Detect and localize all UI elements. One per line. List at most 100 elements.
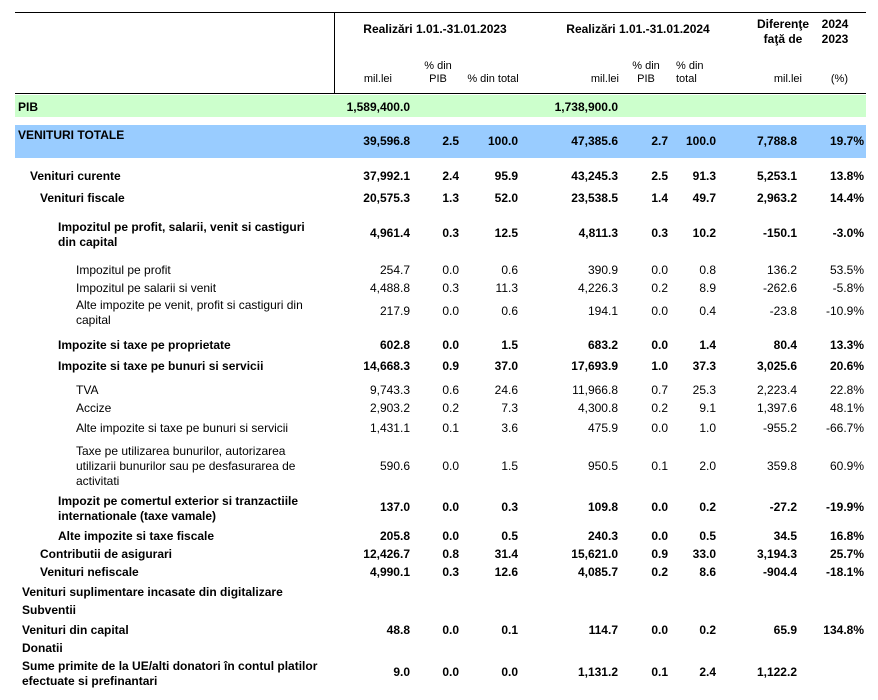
- table-row: Impozite si taxe pe bunuri si servicii 14…: [0, 356, 878, 376]
- cell-total-2024: 37.3: [692, 358, 716, 373]
- cell-diff-value: 34.5: [773, 528, 797, 543]
- cell-total-2023: 12.6: [494, 564, 518, 579]
- cell-total-2023: 3.6: [501, 420, 518, 435]
- row-label: Venituri fiscale: [40, 190, 125, 205]
- column-divider-left: [334, 12, 335, 94]
- cell-value-2024: 114.7: [588, 622, 618, 637]
- row-label: Taxe pe utilizarea bunurilor, autorizare…: [76, 444, 296, 488]
- cell-pib-2024: 0.0: [651, 304, 668, 318]
- cell-diff-percent: -18.1%: [825, 564, 864, 579]
- cell-total-2024: 2.0: [699, 459, 716, 473]
- cell-diff-value: 1,122.2: [756, 665, 797, 679]
- cell-total-2024: 49.7: [692, 190, 716, 205]
- cell-diff-percent: -3.0%: [832, 226, 864, 240]
- cell-total-2024: 1.4: [699, 337, 716, 352]
- cell-pib-2024: 0.3: [651, 226, 668, 240]
- cell-total-2024: 9.1: [699, 400, 716, 415]
- cell-diff-value: 136.2: [766, 262, 797, 277]
- cell-total-2024: 100.0: [685, 134, 716, 148]
- table-row: Accize 2,903.2 0.2 7.3 4,300.8 0.2 9.1 1,397.6 4…: [0, 398, 878, 418]
- cell-pib-2024: 0.0: [651, 500, 668, 514]
- cell-diff-percent: -5.8%: [832, 280, 864, 295]
- total-highlight: [15, 125, 866, 158]
- cell-pib-2023: 0.8: [442, 546, 459, 561]
- cell-value-2023: 20,575.3: [363, 190, 410, 205]
- table-row: Donatii: [0, 638, 878, 658]
- cell-value-2023: 590.6: [379, 459, 410, 473]
- cell-pib-2024: 0.2: [651, 564, 668, 579]
- cell-value-2024: 4,811.3: [578, 226, 618, 240]
- cell-total-2024: 0.5: [699, 528, 716, 543]
- cell-value-2023: 1,589,400.0: [346, 99, 410, 114]
- cell-value-2023: 137.0: [379, 500, 410, 514]
- table-row: Venituri din capital 48.8 0.0 0.1 114.7 0.0 0.…: [0, 620, 878, 640]
- row-label: PIB: [18, 99, 39, 114]
- cell-pib-2024: 0.1: [651, 459, 668, 473]
- cell-diff-value: 3,194.3: [756, 546, 797, 561]
- cell-pib-2024: 0.0: [651, 262, 668, 277]
- cell-total-2023: 12.5: [494, 226, 518, 240]
- cell-total-2024: 2.4: [699, 665, 716, 679]
- cell-pib-2024: 2.5: [651, 168, 668, 183]
- subheader-total-2023: % din total: [467, 73, 519, 85]
- cell-value-2024: 475.9: [587, 420, 618, 435]
- cell-pib-2023: 2.5: [442, 134, 459, 148]
- cell-pib-2024: 2.7: [651, 134, 668, 148]
- cell-diff-percent: 22.8%: [829, 382, 864, 397]
- cell-total-2023: 0.0: [501, 665, 518, 679]
- table-row: VENITURI TOTALE 39,596.8 2.5 100.0 47,385.6 2…: [0, 126, 878, 158]
- row-label: Contributii de asigurari: [40, 546, 173, 561]
- cell-value-2024: 109.8: [587, 500, 618, 514]
- cell-value-2023: 9,743.3: [369, 382, 410, 397]
- cell-diff-value: 65.9: [773, 622, 797, 637]
- row-label: Subventii: [22, 602, 77, 617]
- table-row: PIB 1,589,400.0 1,738,900.0: [0, 97, 878, 117]
- row-label: Accize: [76, 400, 112, 415]
- row-label: Impozite si taxe pe proprietate: [58, 337, 231, 352]
- cell-diff-value: 1,397.6: [756, 400, 797, 415]
- row-label: Impozit pe comertul exterior si tranzact…: [58, 494, 299, 523]
- cell-value-2024: 4,300.8: [577, 400, 618, 415]
- cell-total-2023: 31.4: [494, 546, 518, 561]
- cell-pib-2024: 0.2: [651, 280, 668, 295]
- cell-total-2024: 0.2: [699, 500, 716, 514]
- cell-pib-2023: 0.9: [442, 358, 459, 373]
- cell-pib-2023: 0.3: [442, 226, 459, 240]
- table-row: Sume primite de la UE/alti donatori în c…: [0, 657, 878, 691]
- header-years: 2024 2023: [821, 17, 849, 46]
- row-label: Sume primite de la UE/alti donatori în c…: [22, 659, 318, 688]
- cell-diff-value: 2,223.4: [756, 382, 797, 397]
- cell-pib-2023: 0.3: [442, 280, 459, 295]
- cell-total-2023: 100.0: [487, 134, 518, 148]
- cell-pib-2024: 1.0: [651, 358, 668, 373]
- cell-diff-percent: 13.3%: [829, 337, 864, 352]
- header-realizari-2024: Realizări 1.01.-31.01.2024: [566, 22, 710, 36]
- cell-total-2024: 0.4: [699, 304, 716, 318]
- cell-diff-percent: 25.7%: [829, 546, 864, 561]
- cell-value-2023: 217.9: [379, 304, 410, 318]
- cell-value-2023: 205.8: [379, 528, 410, 543]
- cell-value-2024: 11,966.8: [572, 382, 618, 397]
- cell-pib-2023: 0.0: [442, 622, 459, 637]
- table-row: Venituri nefiscale 4,990.1 0.3 12.6 4,085.7 0…: [0, 562, 878, 582]
- cell-value-2024: 4,226.3: [577, 280, 618, 295]
- cell-pib-2023: 0.1: [442, 420, 459, 435]
- cell-pib-2024: 0.9: [651, 546, 668, 561]
- cell-value-2023: 37,992.1: [363, 168, 410, 183]
- cell-pib-2023: 0.0: [442, 665, 459, 679]
- cell-value-2024: 950.5: [587, 459, 618, 473]
- cell-value-2023: 48.8: [386, 622, 410, 637]
- cell-pib-2023: 2.4: [442, 168, 459, 183]
- subheader-total-2024: % din total: [676, 60, 704, 85]
- subheader-pib-2024: % din PIB: [632, 60, 660, 85]
- cell-value-2023: 2,903.2: [369, 400, 410, 415]
- cell-total-2023: 0.6: [501, 262, 518, 277]
- cell-pib-2023: 0.0: [442, 304, 459, 318]
- cell-pib-2024: 0.1: [651, 665, 668, 679]
- table-row: Impozitul pe salarii si venit 4,488.8 0.3 1…: [0, 278, 878, 298]
- row-label: TVA: [76, 382, 99, 397]
- cell-diff-percent: 53.5%: [829, 262, 864, 277]
- table-row: Alte impozite pe venit, profit si castig…: [0, 296, 878, 330]
- cell-value-2024: 15,621.0: [571, 546, 618, 561]
- cell-total-2023: 52.0: [494, 190, 518, 205]
